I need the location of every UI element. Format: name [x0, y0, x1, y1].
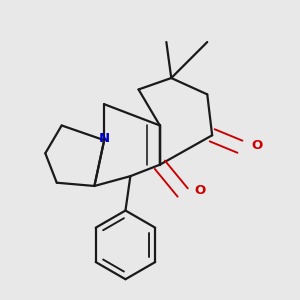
Text: O: O — [251, 139, 263, 152]
Text: O: O — [194, 184, 206, 197]
Text: N: N — [99, 132, 110, 145]
